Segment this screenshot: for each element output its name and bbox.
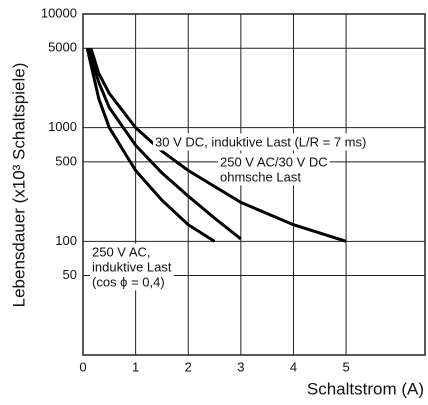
x-tick-label: 0	[79, 359, 86, 374]
y-tick-label: 500	[55, 153, 77, 168]
curve	[89, 47, 347, 243]
curve	[86, 47, 242, 241]
annotation-bg	[90, 243, 174, 291]
y-axis-label: Lebensdauer (x10³ Schaltspiele)	[9, 63, 28, 308]
x-axis-label: Schaltstrom (A)	[307, 379, 424, 398]
x-tick-label: 1	[132, 359, 139, 374]
annotation-bg	[218, 153, 330, 186]
annotation-text: 30 V DC, induktive Last (L/R = 7 ms)	[155, 134, 366, 149]
annotation: 30 V DC, induktive Last (L/R = 7 ms)	[153, 133, 369, 151]
x-tick-label: 5	[342, 359, 349, 374]
annotation-text: 250 V AC/30 V DC	[220, 154, 328, 169]
annotation-text: ohmsche Last	[220, 169, 301, 184]
y-tick-label: 10000	[41, 5, 77, 20]
annotation-bg	[153, 133, 369, 151]
y-tick-label: 5000	[48, 40, 77, 55]
x-tick-label: 4	[290, 359, 297, 374]
annotation-text: induktive Last	[92, 259, 172, 274]
x-tick-label: 3	[237, 359, 244, 374]
y-tick-label: 1000	[48, 119, 77, 134]
annotation-text: 250 V AC,	[92, 244, 151, 259]
annotation-text: (cos ϕ = 0,4)	[92, 274, 165, 289]
annotation: 250 V AC,induktive Last(cos ϕ = 0,4)	[90, 243, 174, 291]
x-tick-label: 2	[185, 359, 192, 374]
curve	[85, 47, 216, 243]
y-tick-label: 100	[55, 233, 77, 248]
y-tick-label: 50	[63, 267, 77, 282]
